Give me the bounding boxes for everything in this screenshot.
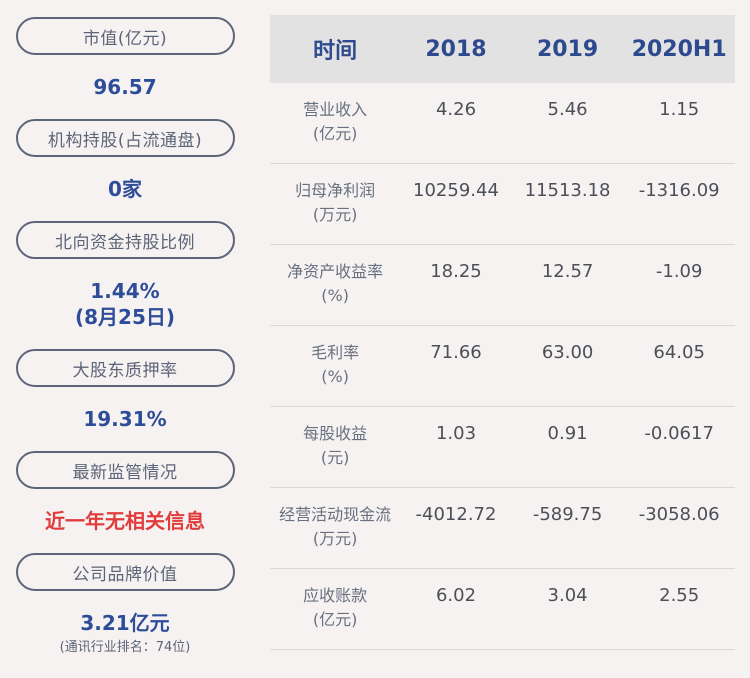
cell-value: 18.25	[430, 261, 482, 282]
metric-value-line: 1.44%	[90, 279, 160, 303]
table-header-2020h1: 2020H1	[631, 36, 727, 62]
table-row: 经营活动现金流 (万元) -4012.72 -589.75 -3058.06	[270, 488, 735, 569]
metric-value: 19.31%	[83, 406, 166, 432]
row-label-name: 净资产收益率	[287, 262, 384, 281]
table-row: 毛利率 (%) 71.66 63.00 64.05	[270, 326, 735, 407]
table-row: 每股收益 (元) 1.03 0.91 -0.0617	[270, 407, 735, 488]
cell-value: 11513.18	[524, 180, 611, 201]
row-label-name: 应收账款	[303, 586, 368, 605]
table-row: 应收账款 (亿元) 6.02 3.04 2.55	[270, 569, 735, 650]
metric-value: 1.44% (8月25日)	[75, 278, 175, 330]
metric-value-line: 3.21亿元	[80, 611, 170, 635]
cell-value: 1.03	[435, 423, 477, 444]
cell-value: 64.05	[653, 342, 705, 363]
sidebar-metric-block: 大股东质押率 19.31%	[15, 349, 235, 451]
metric-value-line: (8月25日)	[74, 305, 176, 329]
row-label-name: 毛利率	[311, 343, 360, 362]
row-label: 毛利率 (%)	[270, 341, 400, 389]
cell-value: -589.75	[532, 504, 603, 525]
sidebar-metric-block: 北向资金持股比例 1.44% (8月25日)	[15, 221, 235, 349]
metric-value: 3.21亿元 (通讯行业排名：74位)	[60, 610, 191, 656]
table-header-2019: 2019	[536, 36, 599, 62]
metric-value-line: 19.31%	[83, 407, 167, 431]
cell-value: 2.55	[659, 585, 700, 606]
row-label-unit: (万元)	[312, 529, 358, 548]
row-label-name: 归母净利润	[295, 181, 376, 200]
table-row: 净资产收益率 (%) 18.25 12.57 -1.09	[270, 245, 735, 326]
metric-subtitle: (通讯行业排名：74位)	[59, 640, 191, 655]
row-label-name: 营业收入	[303, 100, 368, 119]
cell-value: 4.26	[435, 99, 477, 120]
cell-value: 1.15	[659, 99, 700, 120]
table-body: 营业收入 (亿元) 4.26 5.46 1.15 归母净利润 (万元) 10259.44 115…	[270, 83, 735, 650]
sidebar-metric-block: 机构持股(占流通盘) 0家	[15, 119, 235, 221]
row-label-name: 经营活动现金流	[279, 505, 392, 524]
cell-value: 71.66	[430, 342, 482, 363]
cell-value: -1316.09	[638, 180, 720, 201]
metric-value: 近一年无相关信息	[45, 508, 205, 534]
metric-pill-label: 大股东质押率	[15, 349, 235, 387]
row-label: 应收账款 (亿元)	[270, 584, 400, 632]
metric-value-line: 0家	[108, 177, 142, 201]
sidebar-metric-block: 市值(亿元) 96.57	[15, 17, 235, 119]
cell-value: -3058.06	[638, 504, 720, 525]
table-header-row: 时间 2018 2019 2020H1	[270, 15, 735, 83]
cell-value: -1.09	[655, 261, 703, 282]
sidebar: 市值(亿元) 96.57 机构持股(占流通盘) 0家北向资金持股比例 1.44% (8月2…	[0, 0, 250, 678]
cell-value: 3.04	[547, 585, 588, 606]
table-header-time: 时间	[313, 39, 358, 64]
metric-pill-label: 机构持股(占流通盘)	[15, 119, 235, 157]
cell-value: 10259.44	[413, 180, 499, 201]
row-label-unit: (%)	[321, 286, 349, 305]
cell-value: 63.00	[541, 342, 594, 363]
table-row: 营业收入 (亿元) 4.26 5.46 1.15	[270, 83, 735, 164]
row-label-unit: (%)	[321, 367, 349, 386]
cell-value: 5.46	[547, 99, 588, 120]
table-header-2018: 2018	[425, 36, 487, 62]
metric-value: 0家	[108, 176, 142, 202]
metric-value: 96.57	[93, 74, 156, 100]
metric-value-line: 近一年无相关信息	[45, 509, 205, 533]
sidebar-metric-block: 公司品牌价值 3.21亿元 (通讯行业排名：74位)	[15, 553, 235, 675]
row-label: 每股收益 (元)	[270, 422, 400, 470]
row-label-unit: (亿元)	[312, 124, 358, 143]
cell-value: 12.57	[541, 261, 594, 282]
sidebar-metric-block: 最新监管情况近一年无相关信息	[15, 451, 235, 553]
metric-pill-label: 最新监管情况	[15, 451, 235, 489]
metric-pill-label: 公司品牌价值	[15, 553, 235, 591]
metric-pill-label: 北向资金持股比例	[15, 221, 235, 259]
cell-value: 6.02	[435, 585, 477, 606]
financials-table: 时间 2018 2019 2020H1 营业收入 (亿元) 4.26 5.46 1.15…	[270, 15, 735, 678]
row-label-unit: (亿元)	[312, 610, 358, 629]
table-row: 归母净利润 (万元) 10259.44 11513.18 -1316.09	[270, 164, 735, 245]
row-label: 归母净利润 (万元)	[270, 179, 400, 227]
row-label-unit: (万元)	[312, 205, 358, 224]
row-label-name: 每股收益	[303, 424, 368, 443]
row-label: 营业收入 (亿元)	[270, 98, 400, 146]
row-label-unit: (元)	[320, 448, 350, 467]
metric-value-line: 96.57	[93, 75, 157, 99]
row-label: 净资产收益率 (%)	[270, 260, 400, 308]
metric-pill-label: 市值(亿元)	[15, 17, 235, 55]
row-label: 经营活动现金流 (万元)	[270, 503, 400, 551]
cell-value: -0.0617	[644, 423, 714, 444]
cell-value: -4012.72	[415, 504, 497, 525]
cell-value: 0.91	[547, 423, 588, 444]
